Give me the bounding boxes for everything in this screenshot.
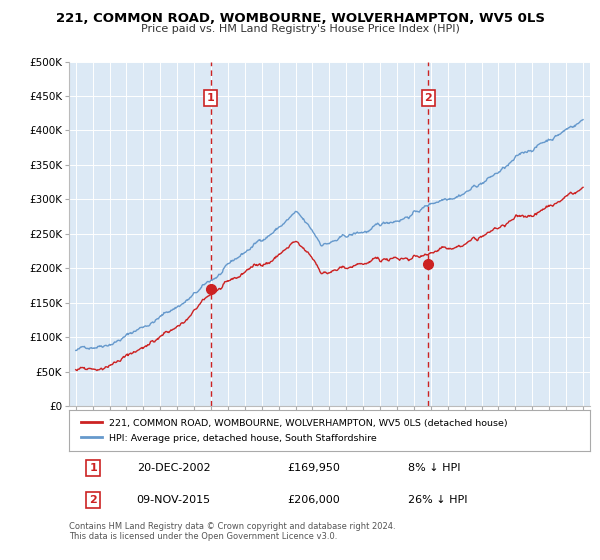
Text: 8% ↓ HPI: 8% ↓ HPI [407,463,460,473]
Text: Price paid vs. HM Land Registry's House Price Index (HPI): Price paid vs. HM Land Registry's House … [140,24,460,34]
Text: 20-DEC-2002: 20-DEC-2002 [137,463,211,473]
Legend: 221, COMMON ROAD, WOMBOURNE, WOLVERHAMPTON, WV5 0LS (detached house), HPI: Avera: 221, COMMON ROAD, WOMBOURNE, WOLVERHAMPT… [76,414,513,447]
Text: 1: 1 [89,463,97,473]
Text: 09-NOV-2015: 09-NOV-2015 [137,495,211,505]
Text: 2: 2 [89,495,97,505]
Text: 221, COMMON ROAD, WOMBOURNE, WOLVERHAMPTON, WV5 0LS: 221, COMMON ROAD, WOMBOURNE, WOLVERHAMPT… [56,12,545,25]
Text: 2: 2 [425,93,433,103]
Text: £206,000: £206,000 [288,495,340,505]
Text: 26% ↓ HPI: 26% ↓ HPI [407,495,467,505]
Text: Contains HM Land Registry data © Crown copyright and database right 2024.
This d: Contains HM Land Registry data © Crown c… [69,522,395,542]
Text: 1: 1 [206,93,214,103]
Text: £169,950: £169,950 [288,463,341,473]
